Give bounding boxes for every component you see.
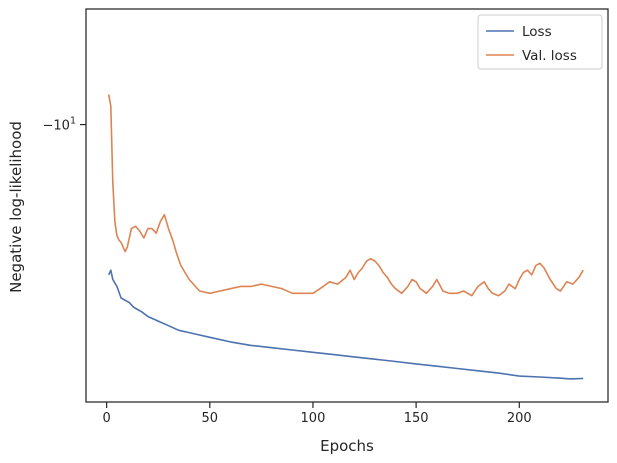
x-tick-label: 100 xyxy=(301,411,326,426)
y-axis-label: Negative log-likelihood xyxy=(7,121,25,293)
x-tick-label: 50 xyxy=(202,411,219,426)
legend-loss-label: Loss xyxy=(522,24,552,40)
x-tick-label: 200 xyxy=(507,411,532,426)
x-tick-label: 0 xyxy=(102,411,110,426)
series-line-loss xyxy=(107,269,584,380)
x-tick-label: 150 xyxy=(404,411,429,426)
y-axis-ticks: −101 xyxy=(43,116,86,134)
series-layer xyxy=(107,94,584,380)
legend: Loss Val. loss xyxy=(477,14,603,70)
y-tick-label: −101 xyxy=(43,116,76,134)
plot-area xyxy=(85,8,609,403)
x-axis-ticks: 0 50 100 150 200 xyxy=(102,402,532,426)
legend-val-loss-label: Val. loss xyxy=(522,48,577,64)
x-axis-label: Epochs xyxy=(320,437,374,455)
series-line-val-loss xyxy=(107,94,584,297)
